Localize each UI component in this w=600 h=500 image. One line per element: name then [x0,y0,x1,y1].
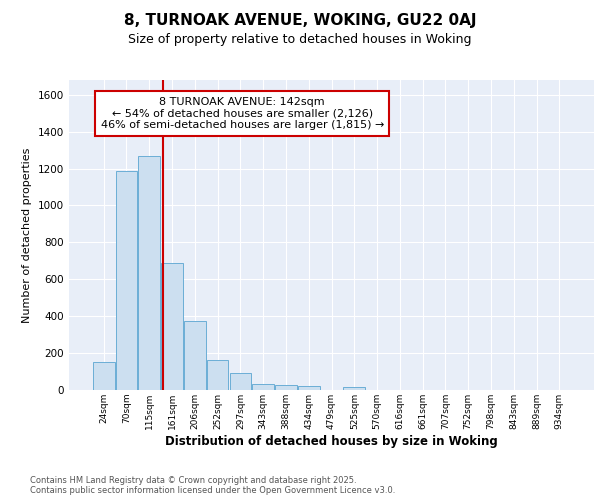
Text: Size of property relative to detached houses in Woking: Size of property relative to detached ho… [128,32,472,46]
Bar [275,386,297,390]
Bar [161,262,183,390]
Text: 8 TURNOAK AVENUE: 142sqm
← 54% of detached houses are smaller (2,126)
46% of sem: 8 TURNOAK AVENUE: 142sqm ← 54% of detach… [101,97,384,130]
Bar [139,156,160,390]
Bar [93,362,115,390]
Text: Contains HM Land Registry data © Crown copyright and database right 2025.
Contai: Contains HM Land Registry data © Crown c… [30,476,395,495]
Bar [343,387,365,390]
Bar [207,360,229,390]
Bar [116,172,137,390]
X-axis label: Distribution of detached houses by size in Woking: Distribution of detached houses by size … [165,434,498,448]
Bar [298,386,320,390]
Bar [253,384,274,390]
Bar [230,374,251,390]
Text: 8, TURNOAK AVENUE, WOKING, GU22 0AJ: 8, TURNOAK AVENUE, WOKING, GU22 0AJ [124,12,476,28]
Bar [184,321,206,390]
Y-axis label: Number of detached properties: Number of detached properties [22,148,32,322]
